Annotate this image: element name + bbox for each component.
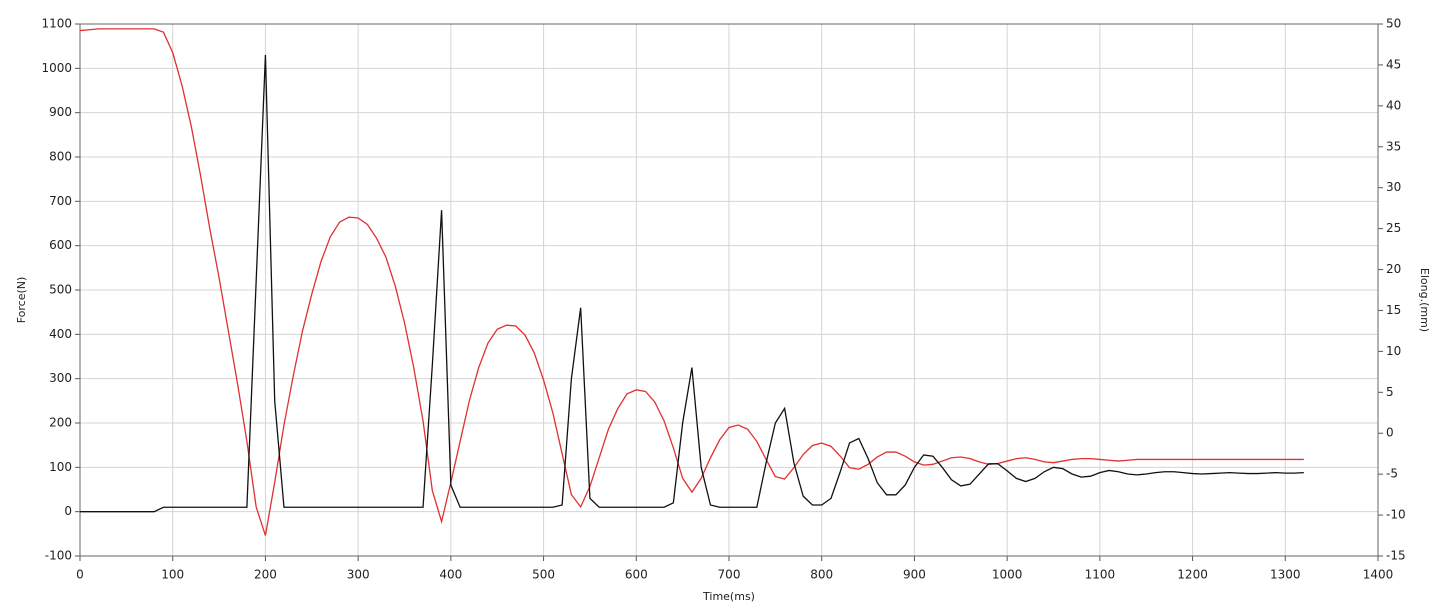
y2-tick-label: 35 (1386, 139, 1401, 153)
x-tick-label: 600 (625, 568, 648, 582)
y-tick-label: 400 (49, 327, 72, 341)
y-tick-label: -100 (45, 549, 72, 563)
y-tick-label: 1100 (41, 17, 72, 31)
y2-tick-label: -5 (1386, 467, 1398, 481)
x-tick-label: 1400 (1363, 568, 1394, 582)
y2-axis-label: Elong.(mm) (1418, 268, 1431, 332)
x-tick-label: 200 (254, 568, 277, 582)
y-tick-label: 200 (49, 416, 72, 430)
x-tick-label: 1300 (1270, 568, 1301, 582)
x-tick-label: 900 (903, 568, 926, 582)
y2-tick-label: 30 (1386, 180, 1401, 194)
x-axis-label: Time(ms) (702, 590, 755, 603)
x-tick-label: 500 (532, 568, 555, 582)
y-tick-label: 500 (49, 283, 72, 297)
y-axis-label: Force(N) (15, 277, 28, 324)
x-tick-label: 800 (810, 568, 833, 582)
y-tick-label: 0 (64, 504, 72, 518)
series-line (80, 55, 1304, 513)
y2-tick-label: -10 (1386, 508, 1406, 522)
plot-frame (79, 23, 1379, 557)
y-tick-label: 800 (49, 150, 72, 164)
y2-tick-label: 15 (1386, 303, 1401, 317)
y-tick-label: 100 (49, 460, 72, 474)
y2-tick-label: 40 (1386, 98, 1401, 112)
x-tick-label: 0 (76, 568, 84, 582)
x-tick-label: 1000 (992, 568, 1023, 582)
y2-tick-label: 5 (1386, 385, 1394, 399)
y-tick-label: 700 (49, 194, 72, 208)
y2-tick-label: 0 (1386, 426, 1394, 440)
y2-tick-label: -15 (1386, 549, 1406, 563)
x-tick-label: 300 (347, 568, 370, 582)
x-tick-label: 400 (439, 568, 462, 582)
y2-tick-label: 10 (1386, 344, 1401, 358)
x-tick-label: 1100 (1085, 568, 1116, 582)
y2-tick-label: 45 (1386, 57, 1401, 71)
series-line (79, 28, 1304, 536)
y-tick-label: 300 (49, 371, 72, 385)
y-tick-label: 900 (49, 105, 72, 119)
y2-tick-label: 25 (1386, 221, 1401, 235)
x-tick-label: 700 (718, 568, 741, 582)
y-tick-label: 600 (49, 238, 72, 252)
x-tick-label: 100 (161, 568, 184, 582)
x-tick-label: 1200 (1177, 568, 1208, 582)
y-tick-label: 1000 (41, 61, 72, 75)
y2-tick-label: 50 (1386, 17, 1401, 31)
y2-tick-label: 20 (1386, 262, 1401, 276)
